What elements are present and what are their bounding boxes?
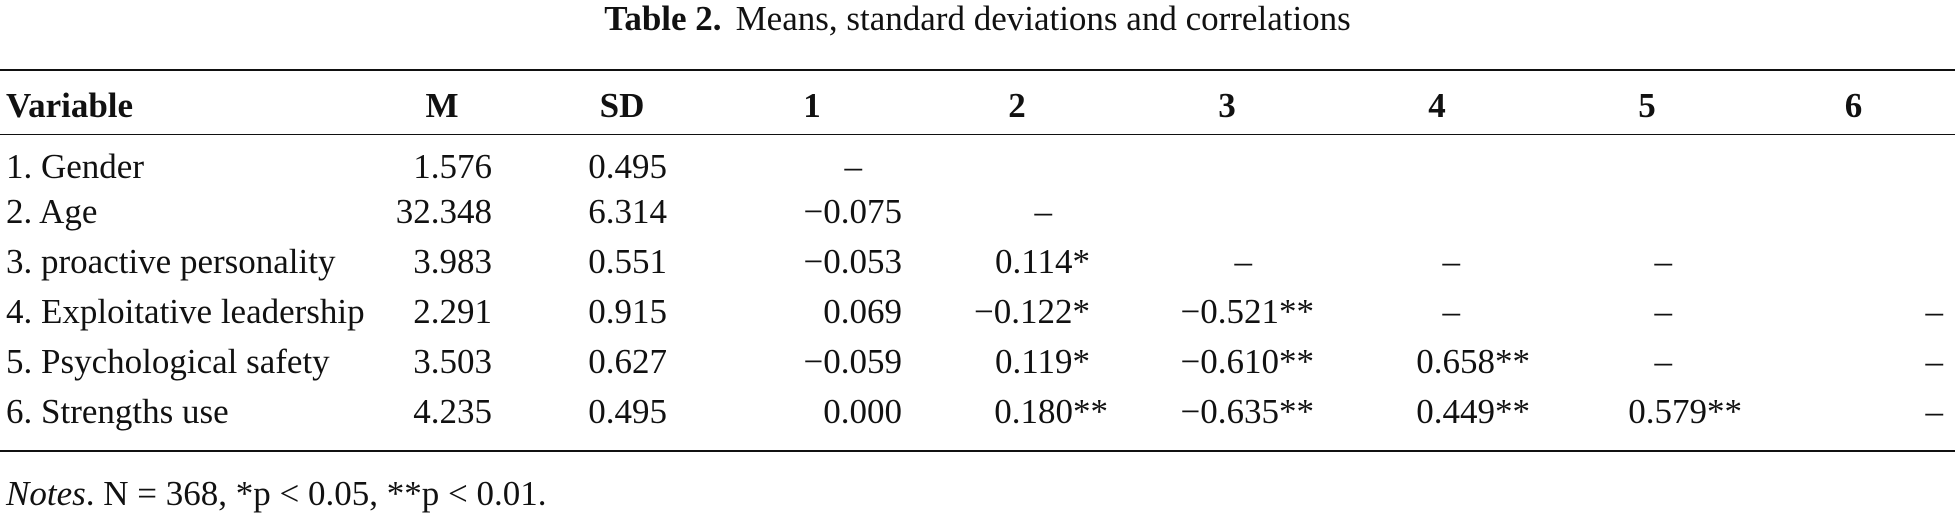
cell-corr-2: −0.122* <box>974 292 1090 331</box>
cell-mean: 2.291 <box>413 292 492 331</box>
cell-sd: 0.495 <box>588 392 667 431</box>
cell-variable: 1. Gender <box>6 147 145 186</box>
cell-corr-4: – <box>1442 242 1461 281</box>
cell-sd: 0.627 <box>588 342 667 381</box>
cell-corr-4: 0.449** <box>1416 392 1530 431</box>
table-bottom-rule <box>0 450 1955 452</box>
cell-corr-6 <box>1752 237 1955 287</box>
cell-corr-2: – <box>1034 192 1053 231</box>
cell-corr-4 <box>1332 135 1542 187</box>
cell-mean: 3.983 <box>413 242 492 281</box>
header-col-5: 5 <box>1638 85 1656 125</box>
notes-label: Notes <box>6 474 86 513</box>
header-col-2: 2 <box>1008 85 1026 125</box>
table-notes: Notes. N = 368, *p < 0.05, **p < 0.01. <box>6 474 546 514</box>
notes-text: . N = 368, *p < 0.05, **p < 0.01. <box>85 474 547 513</box>
cell-sd: 0.495 <box>588 147 667 186</box>
cell-corr-2 <box>912 135 1122 187</box>
cell-corr-5 <box>1542 187 1752 237</box>
header-col-3: 3 <box>1218 85 1236 125</box>
cell-corr-5: – <box>1654 242 1673 281</box>
cell-corr-1: 0.000 <box>823 392 902 431</box>
cell-sd: 0.551 <box>588 242 667 281</box>
table-row: 3. proactive personality 3.983 0.551 −0.… <box>0 237 1955 287</box>
cell-corr-5: 0.579** <box>1628 392 1742 431</box>
cell-corr-4: 0.658** <box>1416 342 1530 381</box>
cell-corr-3: −0.610** <box>1180 342 1315 381</box>
cell-variable: 2. Age <box>6 192 98 231</box>
cell-corr-6: – <box>1925 342 1944 381</box>
cell-corr-4: – <box>1442 292 1461 331</box>
header-mean: M <box>425 85 459 125</box>
cell-sd: 0.915 <box>588 292 667 331</box>
cell-mean: 1.576 <box>413 147 492 186</box>
cell-mean: 3.503 <box>413 342 492 381</box>
cell-corr-5: – <box>1654 342 1673 381</box>
correlation-table: Variable M SD 1 2 3 4 5 6 1. Gender 1.57… <box>0 76 1955 437</box>
header-col-4: 4 <box>1428 85 1446 125</box>
table-caption: Table 2. Means, standard deviations and c… <box>0 0 1955 44</box>
cell-corr-4 <box>1332 187 1542 237</box>
cell-corr-3: −0.521** <box>1180 292 1315 331</box>
table-row: 5. Psychological safety 3.503 0.627 −0.0… <box>0 337 1955 387</box>
cell-corr-1: – <box>844 147 863 186</box>
table-row: 6. Strengths use 4.235 0.495 0.000 0.180… <box>0 387 1955 437</box>
table-header-rule <box>0 134 1955 135</box>
cell-corr-1: 0.069 <box>823 292 902 331</box>
cell-mean: 4.235 <box>413 392 492 431</box>
cell-corr-3 <box>1122 187 1332 237</box>
cell-variable: 6. Strengths use <box>6 392 229 431</box>
cell-corr-2: 0.180** <box>994 392 1108 431</box>
caption-title: Means, standard deviations and correlati… <box>735 0 1351 38</box>
table-row: 4. Exploitative leadership 2.291 0.915 0… <box>0 287 1955 337</box>
cell-variable: 3. proactive personality <box>6 242 336 281</box>
cell-variable: 4. Exploitative leadership <box>6 292 365 331</box>
cell-sd: 6.314 <box>588 192 667 231</box>
table-row: 1. Gender 1.576 0.495 – <box>0 135 1955 187</box>
cell-corr-1: −0.053 <box>803 242 903 281</box>
table-top-rule <box>0 69 1955 71</box>
cell-corr-5: – <box>1654 292 1673 331</box>
cell-mean: 32.348 <box>395 192 492 231</box>
header-variable: Variable <box>6 85 134 125</box>
cell-corr-5 <box>1542 135 1752 187</box>
cell-corr-6: – <box>1925 292 1944 331</box>
cell-corr-3: – <box>1234 242 1253 281</box>
cell-corr-3: −0.635** <box>1180 392 1315 431</box>
header-row: Variable M SD 1 2 3 4 5 6 <box>0 76 1955 135</box>
table-row: 2. Age 32.348 6.314 −0.075 – <box>0 187 1955 237</box>
caption-label: Table 2. <box>604 0 722 38</box>
header-col-1: 1 <box>803 85 821 125</box>
cell-corr-6 <box>1752 135 1955 187</box>
header-sd: SD <box>599 85 645 125</box>
cell-corr-1: −0.075 <box>803 192 903 231</box>
cell-corr-6 <box>1752 187 1955 237</box>
cell-corr-3 <box>1122 135 1332 187</box>
cell-corr-2: 0.114* <box>995 242 1090 281</box>
cell-variable: 5. Psychological safety <box>6 342 330 381</box>
header-col-6: 6 <box>1844 85 1863 125</box>
cell-corr-1: −0.059 <box>803 342 903 381</box>
cell-corr-2: 0.119* <box>995 342 1090 381</box>
cell-corr-6: – <box>1925 392 1944 431</box>
